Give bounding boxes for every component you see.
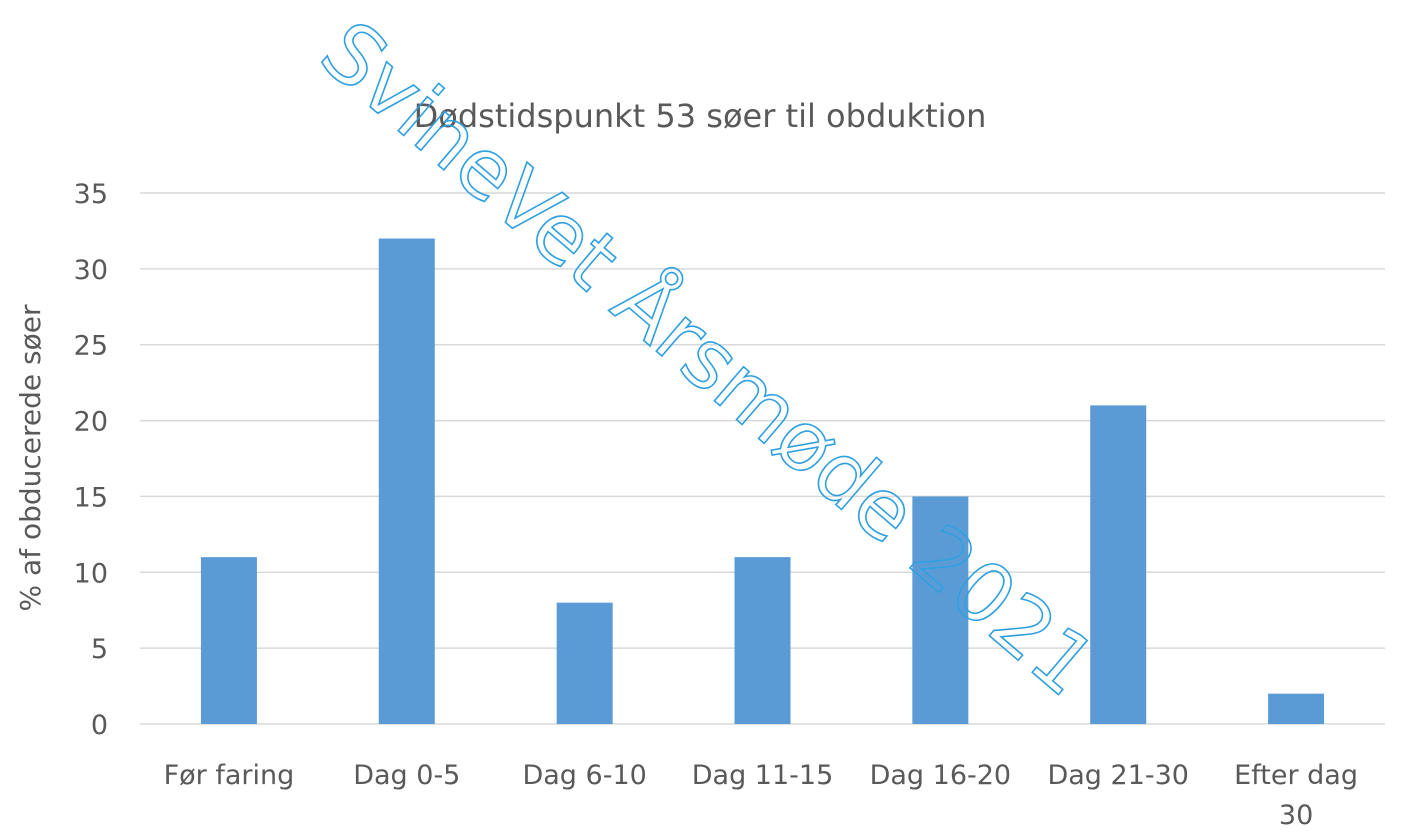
- chart-title: Dødstidspunkt 53 søer til obduktion: [414, 97, 987, 135]
- x-tick-label: Dag 21-30: [1047, 760, 1189, 791]
- bars: [200, 238, 1325, 724]
- bar: [734, 557, 791, 724]
- y-tick-label: 20: [74, 407, 108, 438]
- x-axis-ticks: Før faring Dag 0-5 Dag 6-10 Dag 11-15 Dag 16…: [164, 760, 1358, 831]
- bar: [912, 496, 969, 724]
- y-tick-label: 25: [74, 331, 108, 362]
- bar: [1090, 405, 1147, 724]
- x-tick-label: Dag 11-15: [692, 760, 834, 791]
- x-tick-label: Dag 0-5: [353, 760, 460, 791]
- y-axis-label: % af obducerede søer: [14, 304, 47, 611]
- y-axis-ticks: 0 5 10 15 20 25 30 35: [74, 179, 108, 741]
- x-tick-label: Efter dag: [1234, 760, 1358, 791]
- y-tick-label: 30: [74, 255, 108, 286]
- y-tick-label: 5: [91, 634, 108, 665]
- x-tick-label: Før faring: [164, 760, 295, 791]
- bar: [1268, 693, 1325, 724]
- y-tick-label: 15: [74, 482, 108, 513]
- x-tick-label: 30: [1279, 800, 1313, 831]
- bar: [556, 602, 613, 724]
- x-tick-label: Dag 6-10: [522, 760, 646, 791]
- x-tick-label: Dag 16-20: [870, 760, 1012, 791]
- y-tick-label: 10: [74, 558, 108, 589]
- y-tick-label: 35: [74, 179, 108, 210]
- bar: [378, 238, 435, 724]
- y-tick-label: 0: [91, 710, 108, 741]
- bar: [200, 557, 257, 724]
